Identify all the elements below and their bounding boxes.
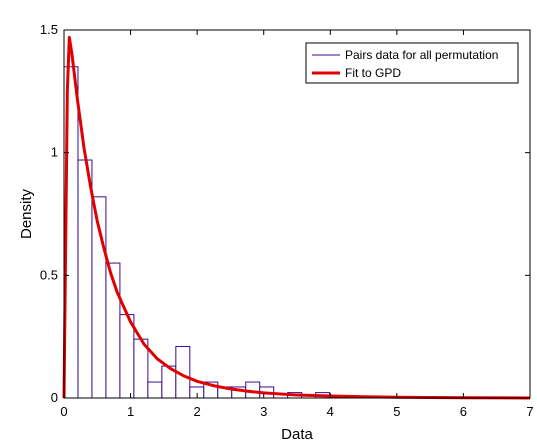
histogram-bar-4 <box>119 314 135 399</box>
gpd-fit-line <box>62 35 531 400</box>
y-axis-label: Density <box>18 188 35 239</box>
x-tick-label-1: 1 <box>127 404 134 419</box>
y-axis-ticks: 0 0.5 1 1.5 <box>40 22 530 405</box>
plot-frame <box>63 29 531 399</box>
y-tick-label-2: 1 <box>51 145 58 160</box>
x-tick-label-4: 4 <box>327 404 334 419</box>
legend-label-fit: Fit to GPD <box>345 66 401 80</box>
y-tick-label-1: 0.5 <box>40 267 58 282</box>
legend-box <box>305 42 519 84</box>
x-tick-label-0: 0 <box>60 404 67 419</box>
legend: Pairs data for all permutation Fit to GP… <box>305 42 519 84</box>
y-tick-label-0: 0 <box>51 390 58 405</box>
histogram-bar-6 <box>147 381 163 399</box>
x-axis-label: Data <box>281 426 313 443</box>
x-axis-ticks: 0 1 2 3 4 5 6 7 <box>60 30 534 419</box>
histogram-bar-1 <box>77 159 93 399</box>
x-tick-label-5: 5 <box>393 404 400 419</box>
y-tick-label-3: 1.5 <box>40 22 58 37</box>
legend-label-histogram: Pairs data for all permutation <box>345 48 498 62</box>
x-tick-label-2: 2 <box>194 404 201 419</box>
x-tick-label-3: 3 <box>260 404 267 419</box>
histogram-bars <box>63 66 331 399</box>
plot-area <box>64 30 530 398</box>
x-tick-label-6: 6 <box>460 404 467 419</box>
x-tick-label-7: 7 <box>526 404 533 419</box>
